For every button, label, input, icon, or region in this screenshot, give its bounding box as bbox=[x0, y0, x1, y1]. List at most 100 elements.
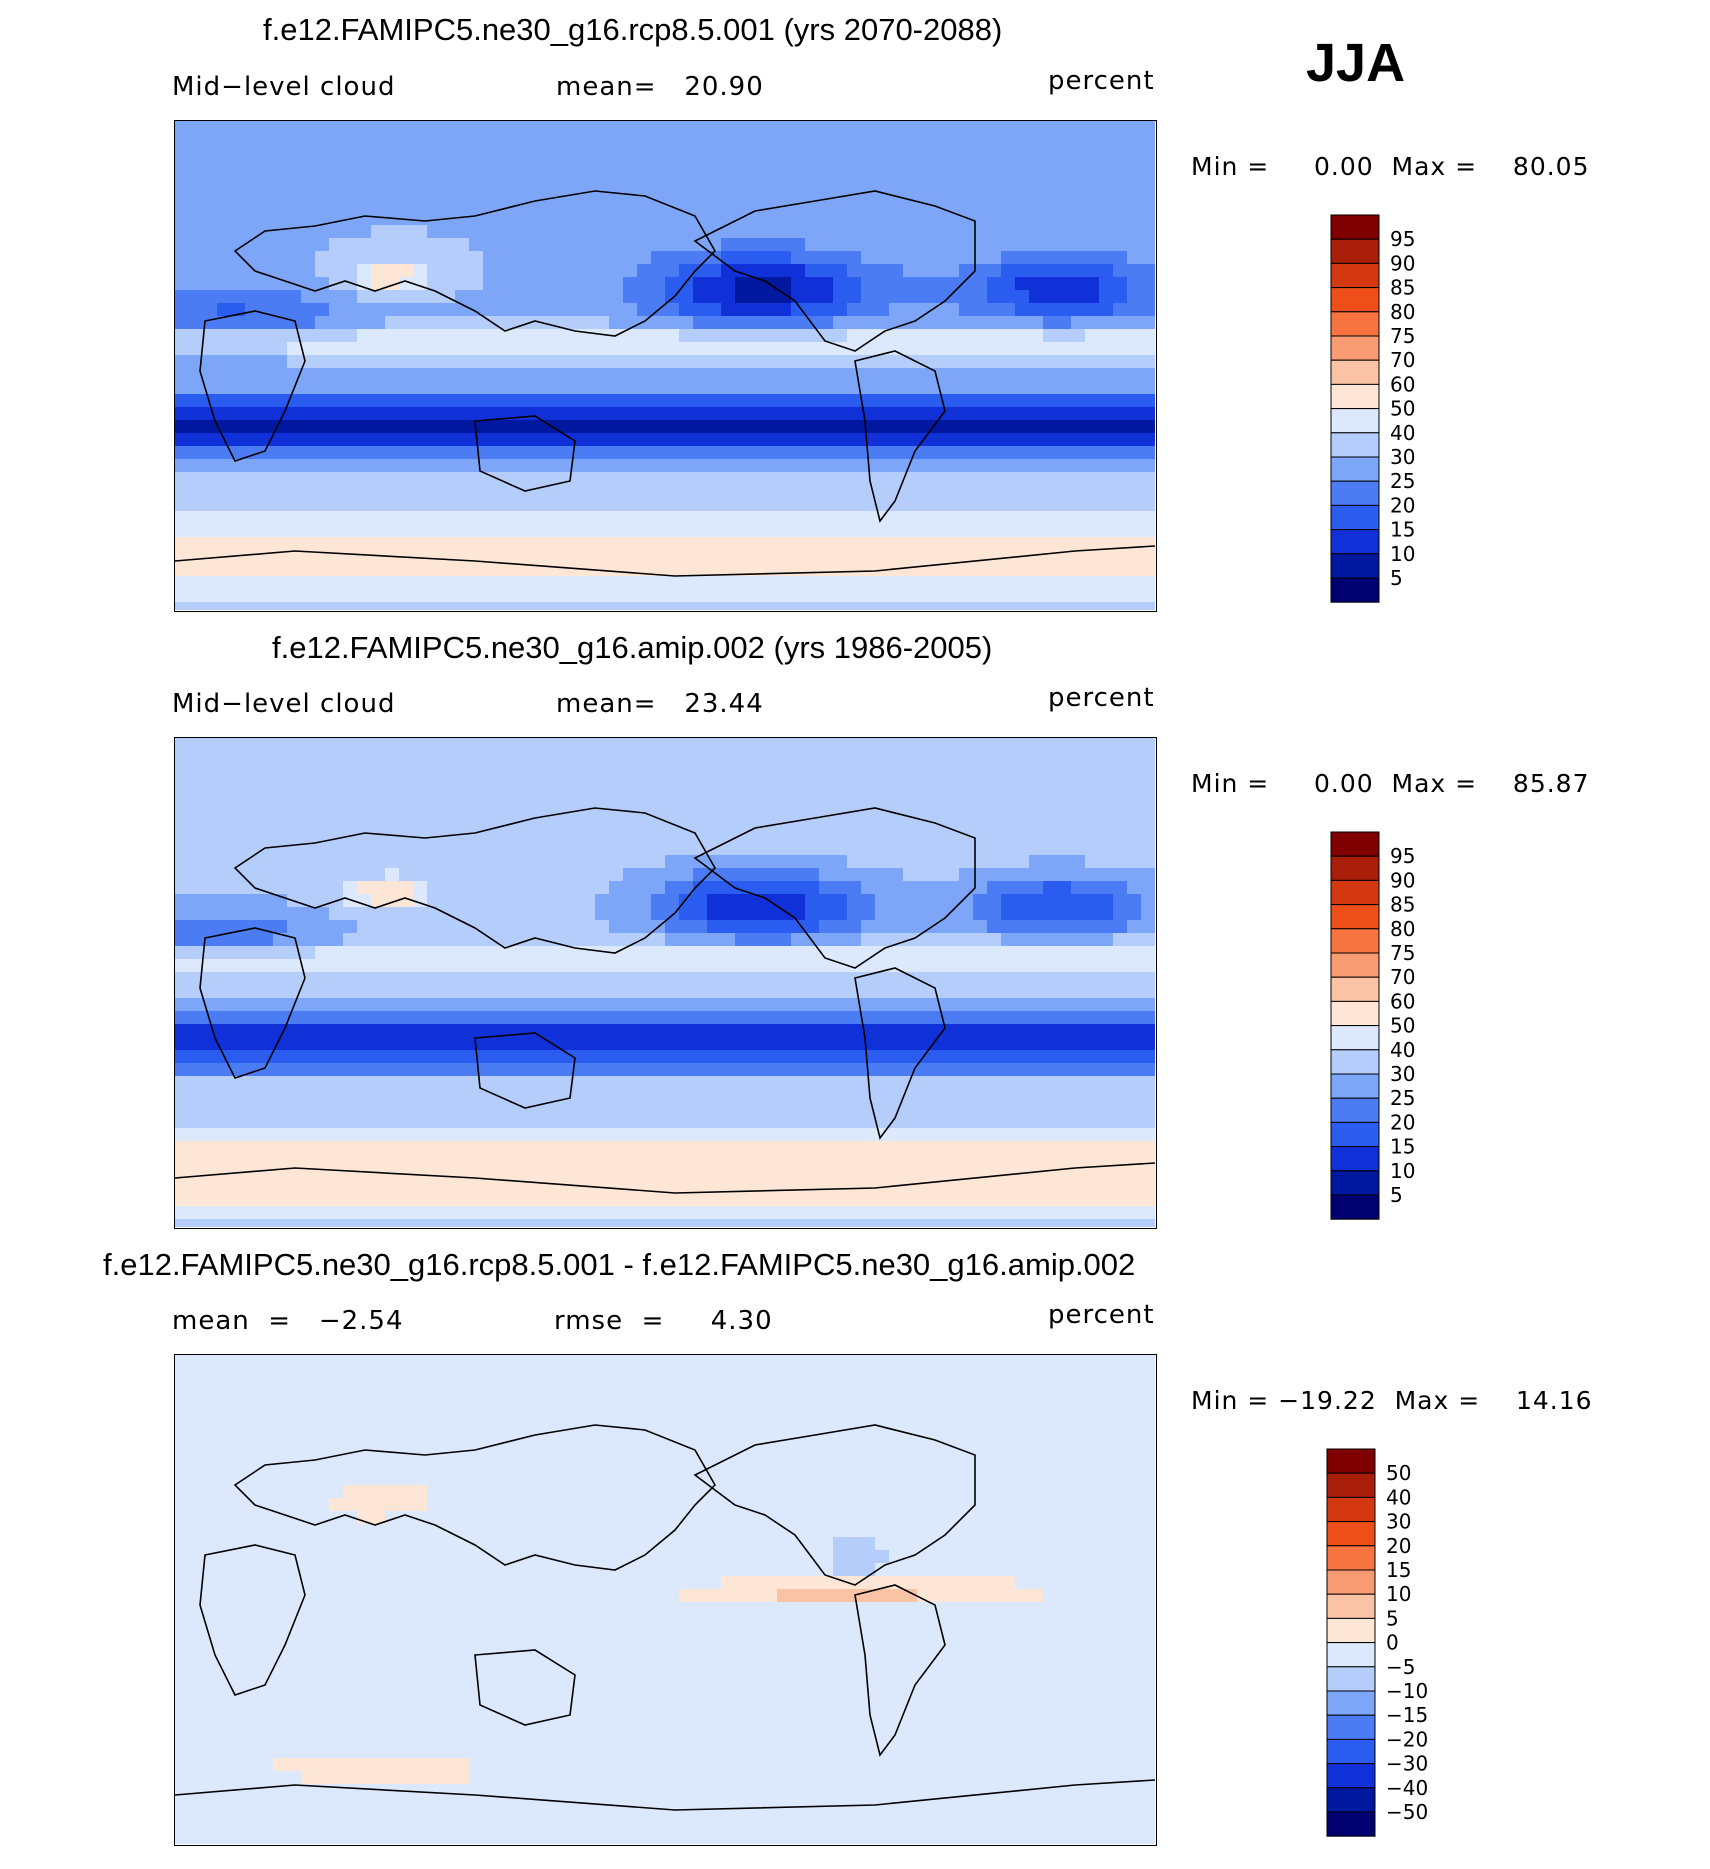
map-cell bbox=[539, 1024, 554, 1038]
map-cell bbox=[245, 751, 260, 765]
map-cell bbox=[231, 894, 246, 908]
map-cell bbox=[497, 1089, 512, 1103]
map-cell bbox=[1029, 764, 1044, 778]
map-cell bbox=[315, 264, 330, 278]
map-cell bbox=[301, 524, 316, 538]
map-cell bbox=[875, 907, 890, 921]
map-cell bbox=[679, 1063, 694, 1077]
map-cell bbox=[931, 803, 946, 817]
map-cell bbox=[511, 1141, 526, 1155]
map-cell bbox=[259, 829, 274, 843]
map-cell bbox=[833, 907, 848, 921]
map-cell bbox=[203, 1063, 218, 1077]
map-cell bbox=[399, 381, 414, 395]
map-cell bbox=[721, 407, 736, 421]
map-cell bbox=[1071, 277, 1086, 291]
map-cell bbox=[203, 803, 218, 817]
map-cell bbox=[987, 225, 1002, 239]
map-cell bbox=[1141, 842, 1156, 856]
map-cell bbox=[721, 134, 736, 148]
map-cell bbox=[413, 212, 428, 226]
map-cell bbox=[889, 264, 904, 278]
map-cell bbox=[973, 251, 988, 265]
map-cell bbox=[623, 1011, 638, 1025]
map-cell bbox=[1015, 985, 1030, 999]
map-cell bbox=[791, 777, 806, 791]
map-cell bbox=[749, 485, 764, 499]
map-cell bbox=[1001, 855, 1016, 869]
map-cell bbox=[987, 290, 1002, 304]
map-cell bbox=[959, 433, 974, 447]
panel-1-colorbar: 95 90 85 80 75 70 60 50 40 30 25 20 15 10 5 bbox=[1330, 214, 1415, 603]
map-cell bbox=[1099, 407, 1114, 421]
map-cell bbox=[973, 212, 988, 226]
map-cell bbox=[567, 933, 582, 947]
map-cell bbox=[987, 420, 1002, 434]
map-cell bbox=[945, 751, 960, 765]
map-cell bbox=[525, 1011, 540, 1025]
map-cell bbox=[987, 394, 1002, 408]
map-cell bbox=[805, 894, 820, 908]
map-cell bbox=[343, 251, 358, 265]
map-cell bbox=[273, 764, 288, 778]
map-cell bbox=[959, 303, 974, 317]
map-cell bbox=[637, 277, 652, 291]
map-cell bbox=[469, 1076, 484, 1090]
map-cell bbox=[511, 1063, 526, 1077]
map-cell bbox=[357, 290, 372, 304]
map-cell bbox=[203, 946, 218, 960]
map-cell bbox=[539, 524, 554, 538]
map-cell bbox=[833, 790, 848, 804]
map-cell bbox=[1029, 225, 1044, 239]
map-cell bbox=[763, 173, 778, 187]
map-cell bbox=[427, 1076, 442, 1090]
map-cell bbox=[581, 1063, 596, 1077]
map-cell bbox=[959, 907, 974, 921]
map-cell bbox=[609, 173, 624, 187]
map-cell bbox=[203, 134, 218, 148]
map-cell bbox=[623, 290, 638, 304]
map-cell bbox=[245, 790, 260, 804]
map-cell bbox=[553, 381, 568, 395]
map-cell bbox=[623, 1128, 638, 1142]
map-cell bbox=[217, 842, 232, 856]
map-cell bbox=[1071, 1063, 1086, 1077]
map-cell bbox=[175, 1141, 190, 1155]
map-cell bbox=[777, 472, 792, 486]
map-cell bbox=[301, 420, 316, 434]
map-cell bbox=[819, 420, 834, 434]
map-cell bbox=[497, 907, 512, 921]
map-cell bbox=[1141, 368, 1156, 382]
map-cell bbox=[931, 498, 946, 512]
map-cell bbox=[973, 933, 988, 947]
map-cell bbox=[777, 537, 792, 551]
map-cell bbox=[1071, 602, 1086, 616]
map-cell bbox=[427, 1141, 442, 1155]
map-cell bbox=[175, 816, 190, 830]
map-cell bbox=[707, 1063, 722, 1077]
map-cell bbox=[539, 985, 554, 999]
panel-1-map-svg bbox=[174, 121, 1156, 616]
map-cell bbox=[665, 790, 680, 804]
map-cell bbox=[973, 290, 988, 304]
map-cell bbox=[609, 550, 624, 564]
map-cell bbox=[693, 777, 708, 791]
map-cell bbox=[203, 563, 218, 577]
map-cell bbox=[1057, 920, 1072, 934]
map-cell bbox=[847, 329, 862, 343]
map-cell bbox=[259, 368, 274, 382]
map-cell bbox=[1015, 920, 1030, 934]
map-cell bbox=[511, 420, 526, 434]
map-cell bbox=[497, 920, 512, 934]
map-cell bbox=[371, 225, 386, 239]
map-cell bbox=[273, 563, 288, 577]
map-cell bbox=[175, 972, 190, 986]
map-cell bbox=[945, 563, 960, 577]
map-cell bbox=[455, 1089, 470, 1103]
map-cell bbox=[441, 868, 456, 882]
map-cell bbox=[945, 576, 960, 590]
map-cell bbox=[987, 602, 1002, 616]
map-cell bbox=[1113, 238, 1128, 252]
map-cell bbox=[791, 446, 806, 460]
map-cell bbox=[1029, 238, 1044, 252]
